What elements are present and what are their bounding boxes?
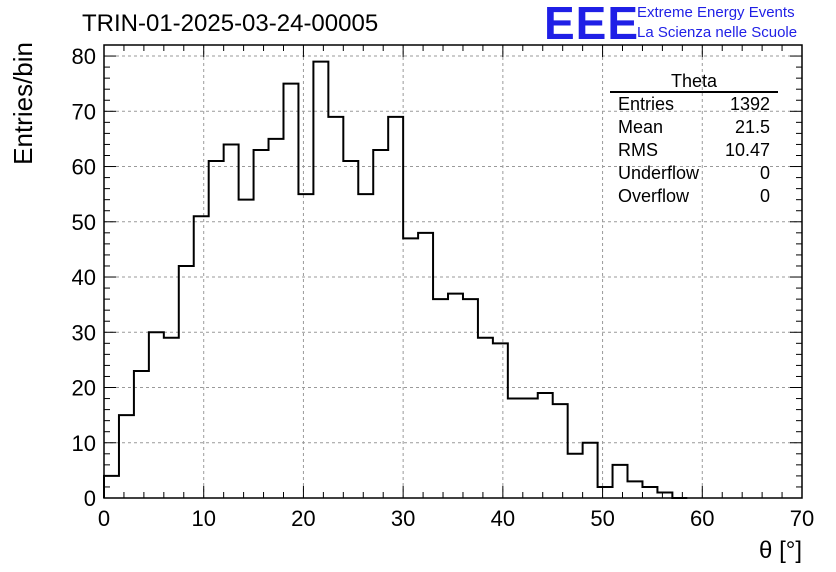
stats-label: Entries: [618, 94, 675, 114]
stats-row-entries: Entries 1392: [610, 93, 778, 116]
y-axis-label: Entries/bin: [8, 42, 38, 165]
plot-frame: [103, 44, 803, 499]
y-tick-label: 20: [72, 376, 96, 401]
stats-value: 21.5: [734, 117, 770, 137]
stats-label: Underflow: [618, 163, 700, 183]
x-tick-label: 70: [790, 506, 814, 531]
stats-row-mean: Mean 21.5: [610, 116, 778, 139]
chart-title: TRIN-01-2025-03-24-00005: [82, 10, 379, 37]
stats-value: 10.47: [724, 140, 770, 160]
stats-label: RMS: [618, 140, 658, 160]
stats-value: 0: [759, 186, 770, 206]
logo-line-2: La Scienza nelle Scuole: [637, 24, 798, 41]
logo-line-1: Extreme Energy Events: [637, 4, 795, 21]
histogram-series: [103, 60, 688, 499]
y-tick-label: 70: [72, 99, 96, 124]
stats-value: 1392: [729, 94, 770, 114]
x-tick-label: 10: [191, 506, 215, 531]
y-tick-label: 40: [72, 265, 96, 290]
y-tick-label: 0: [84, 486, 96, 511]
x-tick-label: 60: [690, 506, 714, 531]
stats-title: Theta: [610, 71, 778, 93]
x-tick-label: 40: [491, 506, 515, 531]
x-axis-label: θ [°]: [759, 537, 802, 564]
x-tick-label: 30: [391, 506, 415, 531]
y-tick-label: 60: [72, 155, 96, 180]
stats-row-rms: RMS 10.47: [610, 139, 778, 162]
y-tick-label: 50: [72, 210, 96, 235]
stats-row-overflow: Overflow 0: [610, 185, 778, 208]
x-tick-label: 50: [590, 506, 614, 531]
stats-value: 0: [759, 163, 770, 183]
stats-box: Theta Entries 1392 Mean 21.5 RMS 10.47 U…: [610, 71, 778, 208]
stats-row-underflow: Underflow 0: [610, 162, 778, 185]
x-tick-label: 20: [291, 506, 315, 531]
y-tick-label: 30: [72, 320, 96, 345]
stats-label: Overflow: [618, 186, 690, 206]
y-tick-label: 80: [72, 44, 96, 69]
y-tick-label: 10: [72, 431, 96, 456]
x-tick-label: 0: [98, 506, 110, 531]
eee-logo: EEE: [544, 0, 640, 49]
stats-label: Mean: [618, 117, 664, 137]
